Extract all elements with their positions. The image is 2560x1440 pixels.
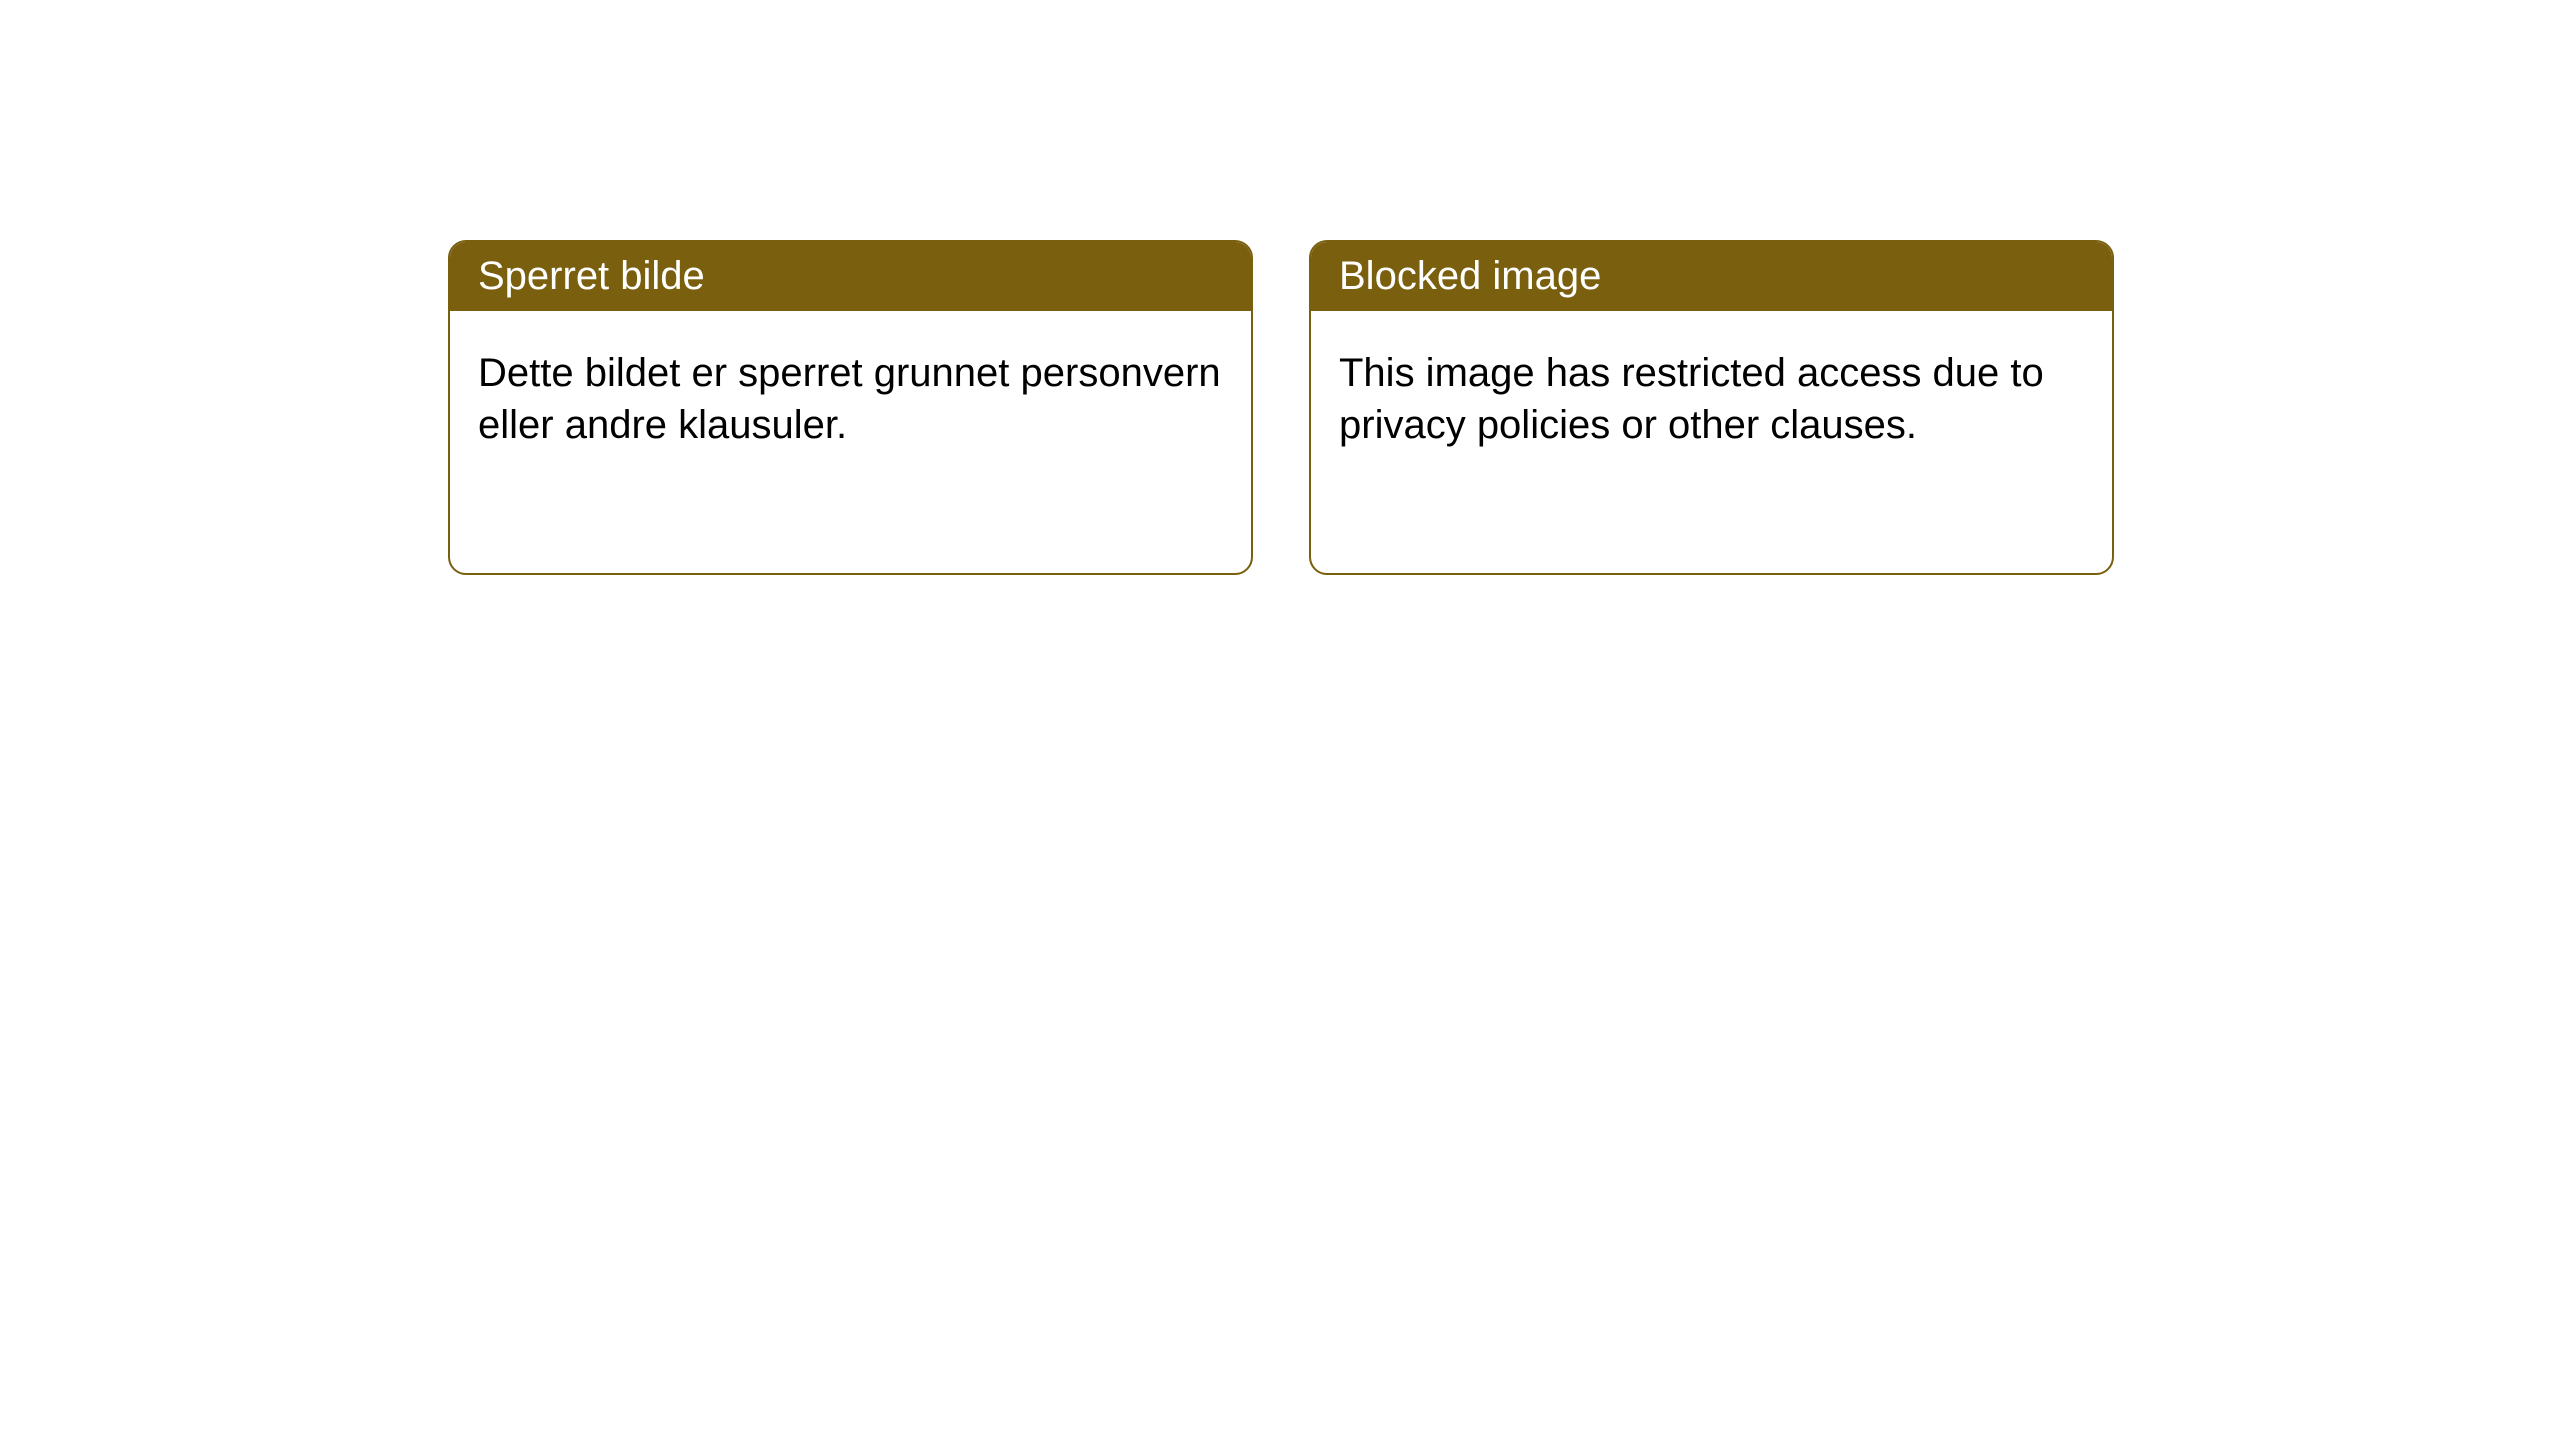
notice-card-norwegian: Sperret bilde Dette bildet er sperret gr… — [448, 240, 1253, 575]
card-body-text: This image has restricted access due to … — [1339, 351, 2044, 447]
card-header: Blocked image — [1311, 242, 2112, 311]
card-title: Blocked image — [1339, 254, 1601, 298]
card-body-text: Dette bildet er sperret grunnet personve… — [478, 351, 1221, 447]
card-body: This image has restricted access due to … — [1311, 311, 2112, 487]
notice-cards-container: Sperret bilde Dette bildet er sperret gr… — [0, 0, 2560, 575]
notice-card-english: Blocked image This image has restricted … — [1309, 240, 2114, 575]
card-body: Dette bildet er sperret grunnet personve… — [450, 311, 1251, 487]
card-header: Sperret bilde — [450, 242, 1251, 311]
card-title: Sperret bilde — [478, 254, 705, 298]
